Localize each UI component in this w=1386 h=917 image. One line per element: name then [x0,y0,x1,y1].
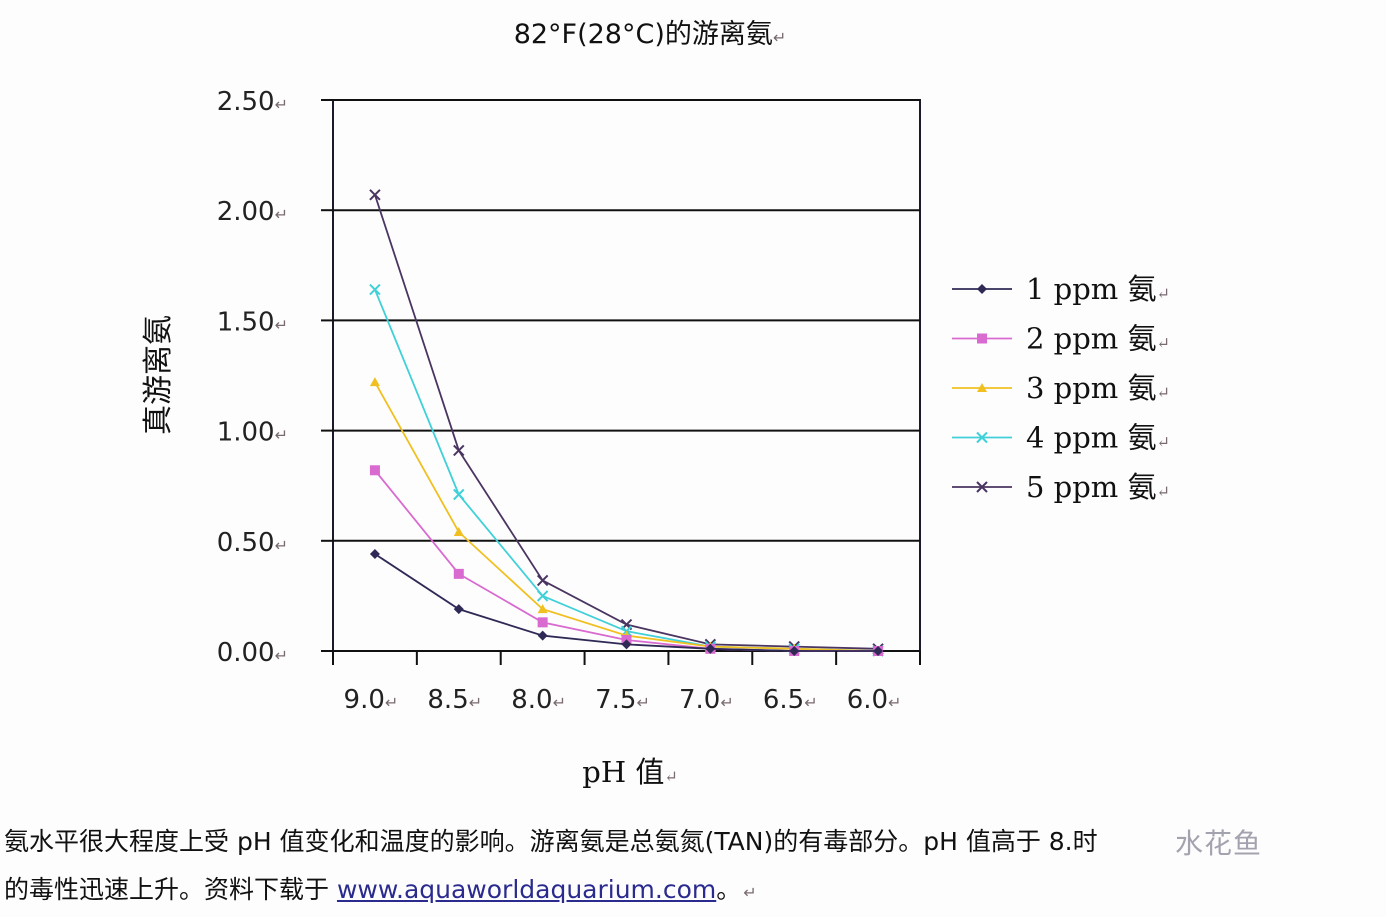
diamond-marker-icon [621,639,632,650]
legend-label: 3 ppm 氨↵ [1026,371,1170,405]
chart-title: 82°F(28°C)的游离氨↵ [514,19,787,50]
caption-line-1: 氨水平很大程度上受 pH 值变化和温度的影响。游离氨是总氨氮(TAN)的有毒部分… [4,818,1384,866]
series-path [374,289,879,652]
triangle-marker-icon [453,526,464,536]
legend: 1 ppm 氨↵ 2 ppm 氨↵ 3 ppm 氨↵ 4 ppm 氨↵ 5 ppm 氨↵ [952,272,1170,504]
series-line [369,549,884,656]
x-marker-icon [453,444,465,457]
x-axis-label: pH 值↵ [582,755,677,789]
diamond-marker-icon [537,630,548,641]
y-tick-label: 2.00↵ [217,197,288,227]
y-tick-label: 0.50↵ [217,528,288,558]
x-tick-label: 6.0↵ [847,685,902,715]
series-path [374,194,879,650]
triangle-marker-icon [977,383,987,392]
diamond-marker-icon [873,646,884,656]
legend-label: 2 ppm 氨↵ [1026,322,1170,356]
x-tick-label: 7.0↵ [679,685,734,715]
x-marker-icon [369,283,381,296]
x-tick-label: 8.5↵ [427,685,482,715]
x-marker-icon [976,481,988,493]
x-tick-label: 7.5↵ [595,685,650,715]
legend-label: 4 ppm 氨↵ [1026,421,1170,455]
caption-text-2: 的毒性迅速上升。资料下载于 [4,875,337,904]
y-tick-label: 0.00↵ [217,638,288,668]
diamond-marker-icon [453,604,464,615]
caption-text-2-suffix: 。 [716,875,742,904]
x-tick-label: 6.5↵ [763,685,818,715]
caption-line-2: 的毒性迅速上升。资料下载于 www.aquaworldaquarium.com。… [4,866,1384,917]
x-marker-icon [976,431,988,444]
x-tick-label: 9.0↵ [344,685,399,715]
series-line [369,189,884,655]
watermark: 水花鱼 [1175,827,1263,860]
series-line [369,377,884,655]
square-marker-icon [537,617,548,628]
legend-label: 1 ppm 氨↵ [1026,272,1170,306]
legend-item: 2 ppm 氨↵ [952,322,1170,356]
diamond-marker-icon [977,284,987,294]
x-marker-icon [536,590,549,602]
caption-text-1-tail: 时 [1072,827,1098,856]
x-axis: 9.0↵ 8.5↵ 8.0↵ 7.5↵ 7.0↵ 6.5↵ 6.0↵ [332,651,921,715]
legend-label: 5 ppm 氨↵ [1026,470,1170,504]
source-link[interactable]: www.aquaworldaquarium.com [336,875,717,904]
diamond-marker-icon [369,549,380,560]
square-marker-icon [977,333,987,344]
plot-area [332,99,921,657]
square-marker-icon [453,568,464,579]
square-marker-icon [369,465,380,476]
x-marker-icon [369,189,381,201]
y-axis: 0.00↵ 0.50↵ 1.00↵ 1.50↵ 2.00↵ 2.50↵ [217,87,333,668]
triangle-marker-icon [369,377,380,387]
x-marker-icon [536,574,549,587]
diamond-marker-icon [789,646,800,656]
plot-frame [332,99,921,652]
caption: 氨水平很大程度上受 pH 值变化和温度的影响。游离氨是总氨氮(TAN)的有毒部分… [4,818,1384,917]
x-tick-label: 8.0↵ [511,685,566,715]
legend-item: 4 ppm 氨↵ [952,421,1170,455]
series-line [369,465,884,656]
legend-item: 1 ppm 氨↵ [952,272,1170,306]
paragraph-mark-icon: ↵ [743,883,757,902]
x-marker-icon [453,488,465,501]
caption-text-1: 氨水平很大程度上受 pH 值变化和温度的影响。游离氨是总氨氮(TAN)的有毒部分… [4,827,1073,856]
free-ammonia-chart: 82°F(28°C)的游离氨↵ 0.00↵ 0.50↵ 1.00↵ 1.50↵ 2.00… [141,19,1170,789]
legend-item: 5 ppm 氨↵ [952,470,1170,504]
triangle-marker-icon [537,604,548,614]
diamond-marker-icon [705,643,716,654]
y-axis-label: 真游离氨 [141,315,176,435]
y-tick-label: 2.50↵ [217,87,288,117]
y-tick-label: 1.00↵ [217,418,288,448]
y-tick-label: 1.50↵ [217,307,288,337]
legend-item: 3 ppm 氨↵ [952,371,1170,405]
